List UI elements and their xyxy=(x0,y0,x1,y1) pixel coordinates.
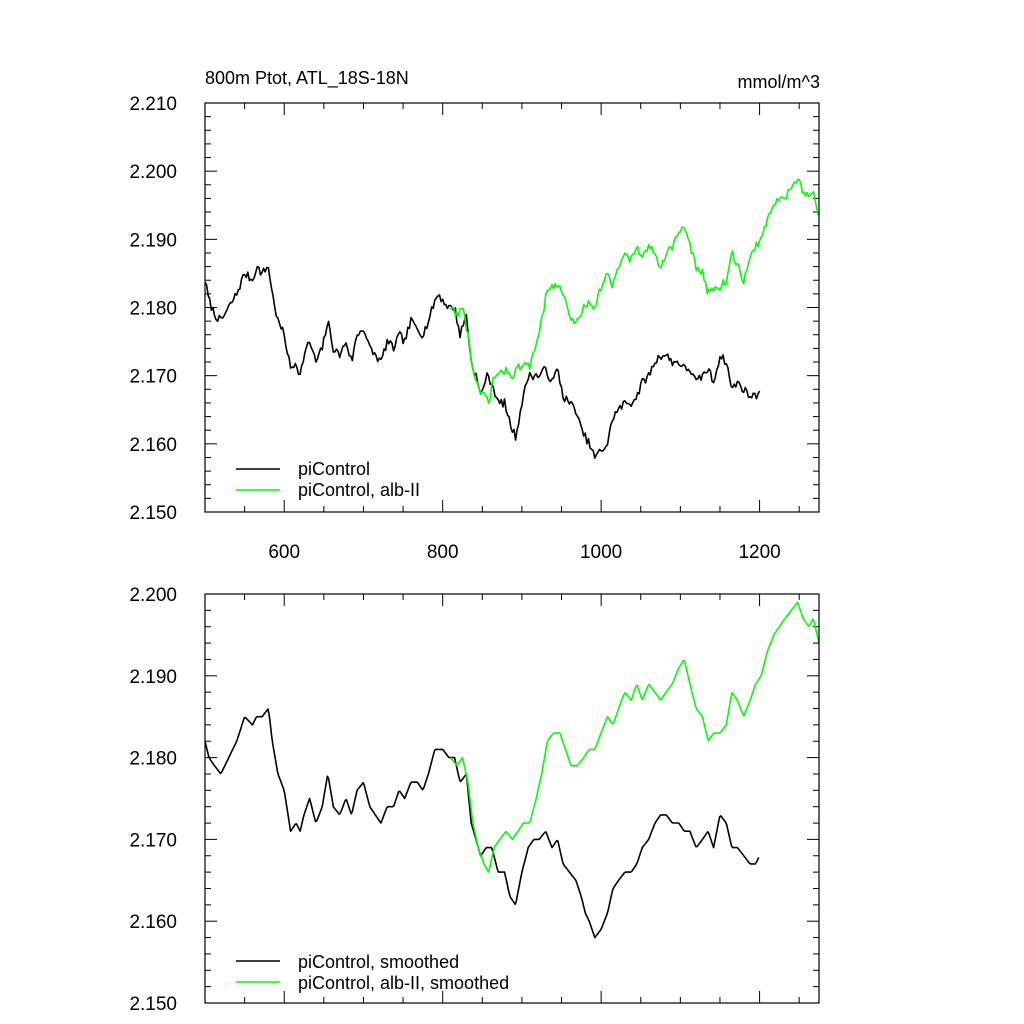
y-tick-label: 2.160 xyxy=(129,435,177,456)
top-x-tick-labels: 600 800 1000 1200 xyxy=(268,542,780,563)
y-tick-label: 2.170 xyxy=(129,830,177,851)
top-y-tick-labels: 2.150 2.160 2.170 2.180 2.190 2.200 2.210 xyxy=(129,94,177,524)
top-ticks xyxy=(204,102,819,513)
legend-label-picontrol-alb-ii: piControl, alb-II xyxy=(298,480,420,500)
bottom-series xyxy=(204,601,820,939)
y-tick-label: 2.200 xyxy=(129,162,177,183)
units-label: mmol/m^3 xyxy=(738,72,820,92)
bottom-ticks xyxy=(204,593,819,1004)
top-plot-frame xyxy=(204,102,820,513)
x-tick-label: 1200 xyxy=(738,542,780,563)
bottom-y-tick-labels: 2.150 2.160 2.170 2.180 2.190 2.200 xyxy=(129,585,177,1015)
bottom-legend: piControl, smoothed piControl, alb-II, s… xyxy=(236,952,509,993)
series-line-picontrol xyxy=(204,265,761,460)
y-tick-label: 2.150 xyxy=(129,503,177,524)
y-tick-label: 2.200 xyxy=(129,585,177,606)
y-tick-label: 2.150 xyxy=(129,994,177,1015)
x-tick-label: 1000 xyxy=(580,542,622,563)
legend-label-picontrol-smoothed: piControl, smoothed xyxy=(298,952,459,972)
y-tick-label: 2.180 xyxy=(129,299,177,320)
top-series xyxy=(204,178,819,460)
legend-label-picontrol-alb-ii-smoothed: piControl, alb-II, smoothed xyxy=(298,973,509,993)
legend-label-picontrol: piControl xyxy=(298,459,370,479)
bottom-plot-frame xyxy=(204,593,820,1004)
series-line-picontrol-alb-ii xyxy=(449,601,820,873)
chart-title: 800m Ptot, ATL_18S-18N xyxy=(205,68,409,89)
series-line-picontrol xyxy=(204,708,760,939)
bottom-panel: 2.150 2.160 2.170 2.180 2.190 2.200 piControl… xyxy=(129,585,820,1015)
y-tick-label: 2.210 xyxy=(129,94,177,115)
y-tick-label: 2.190 xyxy=(129,667,177,688)
y-tick-label: 2.160 xyxy=(129,912,177,933)
y-tick-label: 2.180 xyxy=(129,749,177,770)
y-tick-label: 2.190 xyxy=(129,230,177,251)
x-tick-label: 600 xyxy=(268,542,300,563)
y-tick-label: 2.170 xyxy=(129,367,177,388)
series-line-picontrol-alb-ii xyxy=(449,178,819,404)
top-legend: piControl piControl, alb-II xyxy=(236,459,420,500)
x-tick-label: 800 xyxy=(427,542,459,563)
top-panel: 800m Ptot, ATL_18S-18N mmol/m^3 2.1502.1… xyxy=(129,68,820,563)
